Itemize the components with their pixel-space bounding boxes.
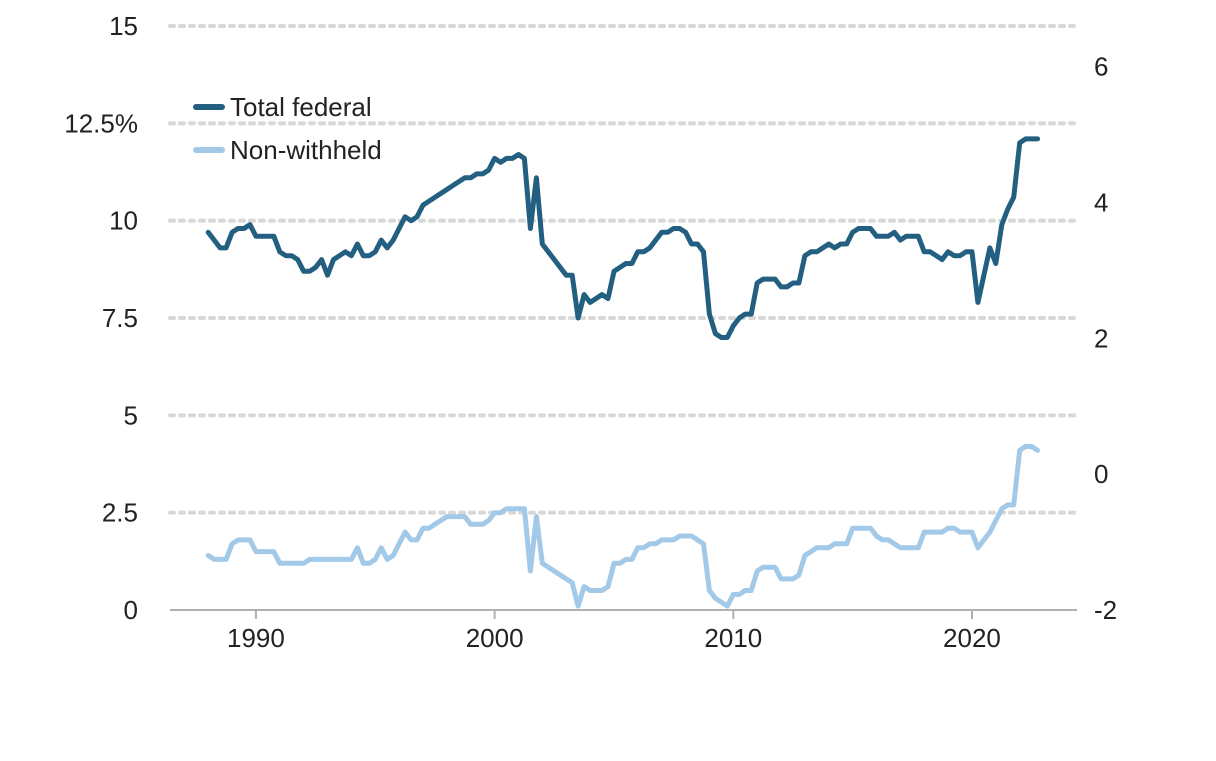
y-tick-label: 2.5 <box>102 498 138 528</box>
x-tick-label: 1990 <box>227 623 285 653</box>
series-line-non-withheld <box>205 444 1041 609</box>
x-axis-ticks: 1990 2000 2010 2020 <box>227 610 1001 653</box>
y-tick-label: 7.5 <box>102 303 138 333</box>
y-tick-label: 10 <box>109 206 138 236</box>
y-tick-label: 15 <box>109 11 138 41</box>
series-line-total-federal <box>205 136 1041 340</box>
x-tick-label: 2000 <box>466 623 524 653</box>
y2-tick-label: 6 <box>1094 52 1108 82</box>
y-tick-label: 0 <box>124 595 138 625</box>
y2-tick-label: -2 <box>1094 595 1117 625</box>
y-tick-label: 12.5% <box>64 108 138 138</box>
y2-axis-ticks: -2 0 2 4 6 <box>1094 52 1117 625</box>
legend-label-total-federal: Total federal <box>230 92 372 122</box>
x-tick-label: 2010 <box>704 623 762 653</box>
legend-label-non-withheld: Non-withheld <box>230 135 382 165</box>
y-axis-ticks: 0 2.5 5 7.5 10 12.5% 15 <box>64 11 138 625</box>
gridlines <box>168 24 1079 515</box>
y2-tick-label: 0 <box>1094 459 1108 489</box>
series-lines <box>205 136 1041 609</box>
y-tick-label: 5 <box>124 400 138 430</box>
x-tick-label: 2020 <box>943 623 1001 653</box>
legend: Total federal Non-withheld <box>193 92 382 165</box>
y2-tick-label: 2 <box>1094 323 1108 353</box>
y2-tick-label: 4 <box>1094 188 1108 218</box>
